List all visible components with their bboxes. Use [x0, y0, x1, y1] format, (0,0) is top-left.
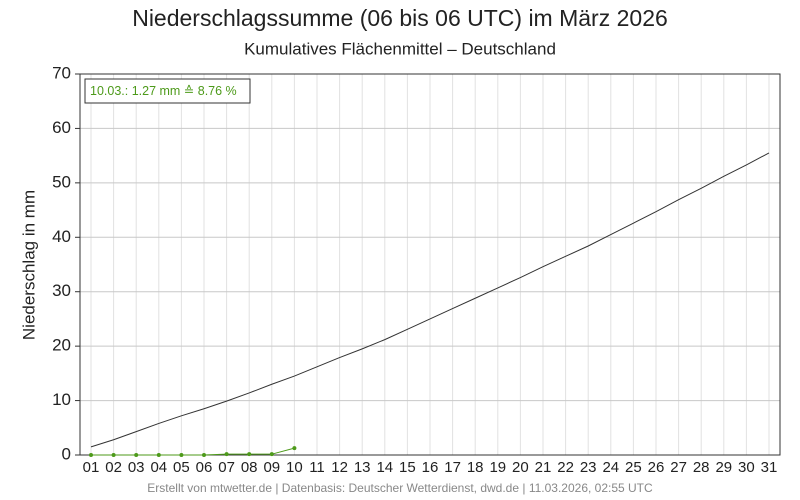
x-tick-label: 23: [580, 459, 597, 476]
x-tick-label: 21: [535, 459, 552, 476]
chart-subtitle: Kumulatives Flächenmittel – Deutschland: [244, 39, 556, 58]
x-tick-label: 24: [602, 459, 619, 476]
series-marker: [269, 452, 274, 457]
x-tick-label: 07: [218, 459, 235, 476]
series-line: [90, 152, 770, 448]
x-tick-label: 02: [105, 459, 122, 476]
plot-frame: [79, 73, 781, 456]
x-tick-label: 11: [309, 459, 325, 476]
x-tick-label: 13: [354, 459, 371, 476]
y-axis-label: Niederschlag in mm: [19, 190, 38, 340]
y-tick-label: 50: [52, 172, 71, 191]
x-tick-label: 16: [422, 459, 439, 476]
annotation-box: [84, 78, 251, 104]
x-tick-label: 03: [128, 459, 145, 476]
x-tick-label: 22: [557, 459, 574, 476]
series-marker: [224, 452, 229, 457]
x-tick-label: 30: [738, 459, 755, 476]
footer: Erstellt von mtwetter.de | Datenbasis: D…: [147, 481, 653, 495]
x-tick-label: 06: [196, 459, 213, 476]
x-tick-label: 28: [693, 459, 710, 476]
series-marker: [89, 453, 93, 457]
series-marker: [292, 446, 297, 451]
x-tick-label: 10: [286, 459, 303, 476]
x-tick-label: 05: [173, 459, 190, 476]
x-tick-label: 17: [444, 459, 461, 476]
x-tick-label: 18: [467, 459, 484, 476]
series-marker: [247, 452, 252, 457]
x-tick-label: 26: [648, 459, 665, 476]
y-tick-label: 30: [52, 281, 71, 300]
x-tick-label: 25: [625, 459, 642, 476]
x-tick-label: 01: [83, 459, 100, 476]
y-tick-label: 20: [52, 336, 71, 355]
series-line: [91, 447, 295, 456]
x-tick-label: 14: [376, 459, 393, 476]
series-marker: [179, 453, 184, 457]
x-tick-label: 19: [489, 459, 506, 476]
x-tick-label: 08: [241, 459, 258, 476]
y-tick-label: 60: [52, 118, 71, 137]
x-tick-label: 09: [263, 459, 280, 476]
series-marker: [134, 453, 139, 457]
y-tick-label: 0: [62, 444, 71, 463]
series-marker: [202, 453, 206, 457]
series-marker: [156, 453, 161, 457]
x-tick-label: 04: [150, 459, 167, 476]
x-tick-label: 29: [715, 459, 732, 476]
series-marker: [111, 453, 116, 457]
annotation: 10.03.: 1.27 mm ≙ 8.76 %: [90, 84, 237, 98]
x-tick-label: 15: [399, 459, 416, 476]
x-tick-label: 27: [670, 459, 687, 476]
x-tick-label: 31: [761, 459, 778, 476]
chart-title: Niederschlagssumme (06 bis 06 UTC) im Mä…: [132, 5, 668, 31]
y-tick-label: 40: [52, 227, 71, 246]
x-tick-label: 20: [512, 459, 529, 476]
x-tick-label: 12: [331, 459, 348, 476]
y-tick-label: 10: [52, 390, 71, 409]
y-tick-label: 70: [52, 63, 71, 82]
